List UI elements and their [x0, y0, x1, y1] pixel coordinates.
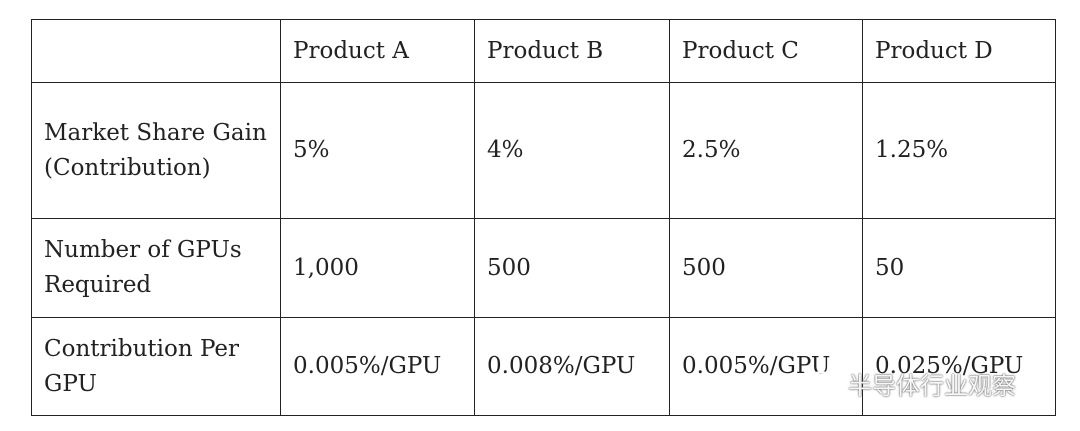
row-label: Contribution Per GPU [31, 317, 281, 416]
table-cell: 2.5% [669, 82, 863, 219]
header-cell: Product B [474, 19, 670, 83]
data-table: Product A Product B Product C Product D … [31, 19, 1056, 416]
row-label: Market Share Gain (Contribution) [31, 82, 281, 219]
table-cell: 0.005%/GPU [280, 317, 475, 416]
row-label: Number of GPUs Required [31, 218, 281, 318]
table-row: Contribution Per GPU 0.005%/GPU 0.008%/GPU… [31, 317, 1056, 416]
watermark: 半导体行业观察 [808, 366, 1016, 401]
table-body: Market Share Gain (Contribution) 5% 4% 2.5%… [31, 82, 1056, 416]
table-row: Number of GPUs Required 1,000 500 500 50 [31, 218, 1056, 318]
table-row: Market Share Gain (Contribution) 5% 4% 2.5%… [31, 82, 1056, 219]
header-cell: Product C [669, 19, 863, 83]
wechat-icon [809, 370, 840, 396]
table-cell: 1,000 [280, 218, 475, 318]
header-cell [31, 19, 281, 83]
header-cell: Product A [280, 19, 475, 83]
table-cell: 500 [669, 218, 863, 318]
header-row: Product A Product B Product C Product D [31, 19, 1056, 83]
table-cell: 4% [474, 82, 670, 219]
header-cell: Product D [862, 19, 1056, 83]
table-cell: 1.25% [862, 82, 1056, 219]
table-cell: 0.025%/GPU [862, 317, 1056, 416]
table-cell: 5% [280, 82, 475, 219]
table-cell: 50 [862, 218, 1056, 318]
table-cell: 0.008%/GPU [474, 317, 670, 416]
table-cell: 500 [474, 218, 670, 318]
table-cell: 0.005%/GPU [669, 317, 863, 416]
watermark-text: 半导体行业观察 [848, 372, 1016, 400]
